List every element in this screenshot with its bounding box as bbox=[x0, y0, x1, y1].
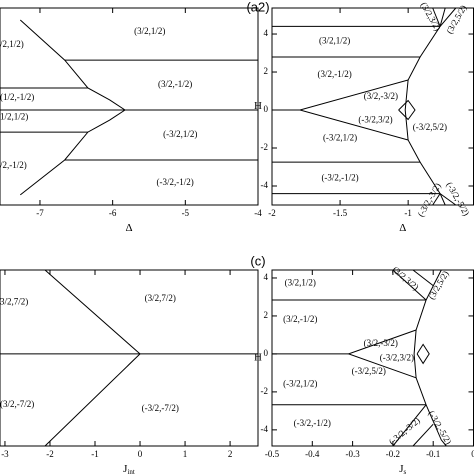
x-tick-label: -2 bbox=[46, 449, 54, 459]
panel: -7 -6 -5 -4 Δ/2,1/2) (1/2,-1/2) 1/2,1/2) /2,-1/… bbox=[0, 7, 262, 234]
y-axis-label: H bbox=[254, 100, 262, 112]
x-axis-label: Δ bbox=[399, 222, 406, 234]
y-tick-label: 0 bbox=[264, 348, 269, 358]
region-label: (3/2,7/2) bbox=[145, 293, 176, 303]
x-axis-label-main: Δ bbox=[125, 222, 132, 234]
region-label: (-3/2,3/2) bbox=[380, 353, 414, 363]
phase-boundary bbox=[432, 7, 441, 27]
phase-boundary bbox=[412, 423, 434, 447]
region-label: (-3/2,-1/2) bbox=[294, 418, 331, 428]
x-tick-label: 2 bbox=[228, 449, 233, 459]
region-label: (-3/2,5/2) bbox=[413, 122, 447, 132]
region-label: (3/2,-1/2) bbox=[283, 314, 317, 324]
phase-boundary bbox=[392, 404, 427, 447]
y-axis-label: H bbox=[254, 352, 262, 364]
phase-boundary bbox=[398, 99, 416, 121]
region-label: (3/2,3/2) bbox=[390, 264, 420, 292]
y-tick-label: 2 bbox=[264, 66, 269, 76]
phase-boundary bbox=[439, 193, 457, 206]
x-tick-label: -0.1 bbox=[426, 449, 440, 459]
x-tick-label: 1 bbox=[183, 449, 188, 459]
x-axis-label-main: Δ bbox=[399, 222, 406, 234]
x-axis-label: Jint bbox=[123, 463, 135, 474]
region-label: (-3/2,5/2) bbox=[352, 366, 386, 376]
x-tick-label: 0 bbox=[138, 449, 143, 459]
region-label: (3/2,-3/2) bbox=[364, 338, 398, 348]
y-tick-label: 4 bbox=[264, 272, 269, 282]
y-tick-label: -4 bbox=[261, 424, 269, 434]
y-tick-label: -2 bbox=[261, 142, 269, 152]
x-tick-label: -1.5 bbox=[333, 208, 348, 218]
region-label: (-3/2,1/2) bbox=[283, 378, 317, 388]
phase-boundary bbox=[432, 193, 441, 206]
x-tick-label: 0 bbox=[471, 449, 474, 459]
x-tick-label: -5 bbox=[182, 208, 190, 218]
phase-boundary bbox=[392, 269, 427, 301]
phase-boundary bbox=[298, 79, 409, 141]
x-axis-label-sub: int bbox=[127, 468, 134, 474]
y-tick-label: -4 bbox=[261, 180, 269, 190]
x-tick-label: -7 bbox=[36, 208, 44, 218]
panel-title: (c) bbox=[250, 253, 265, 268]
region-label: (3/2,-7/2) bbox=[0, 399, 34, 409]
region-label: (3/2,-1/2) bbox=[158, 79, 192, 89]
x-tick-label: -0.3 bbox=[345, 449, 360, 459]
x-tick-label: -0.4 bbox=[305, 449, 320, 459]
x-tick-label: -1 bbox=[404, 208, 412, 218]
plot-frame bbox=[0, 7, 259, 206]
phase-boundary bbox=[416, 343, 430, 365]
region-label: (-3/2,1/2) bbox=[323, 133, 357, 143]
x-axis-label-main: J bbox=[123, 463, 128, 474]
x-axis-label: Js bbox=[399, 463, 406, 474]
panel: -0.5 -0.4 -0.3 -0.2 -0.1 0 -4 -2 0 2 4 Js H (c) (3/2,1… bbox=[250, 253, 474, 474]
phase-boundary bbox=[19, 19, 126, 196]
region-label: (3/2,1/2) bbox=[134, 26, 165, 36]
region-label: (3/2,-1/2) bbox=[318, 69, 352, 79]
region-label: (-3/2,-7/2) bbox=[142, 403, 179, 413]
region-label: (-3/2,-5/2) bbox=[444, 180, 471, 217]
region-label: /2,-1/2) bbox=[0, 160, 27, 170]
y-tick-label: 2 bbox=[264, 310, 269, 320]
x-tick-label: -0.2 bbox=[386, 449, 400, 459]
panel: -3 -2 -1 0 1 2 Jint 3/2,7/2) (3/2,7/2) (3/2,-7/2)… bbox=[0, 269, 259, 474]
y-tick-label: 0 bbox=[264, 104, 269, 114]
region-label: (3/2,3/2) bbox=[419, 0, 443, 32]
plot-frame bbox=[271, 7, 474, 206]
region-label: (-3/2,-1/2) bbox=[321, 172, 358, 182]
region-label: 1/2,1/2) bbox=[0, 112, 28, 122]
region-label: (-3/2,-1/2) bbox=[157, 177, 194, 187]
panel: -2 -1.5 -1 -4 -2 0 2 4 Δ H (a2) (3/2,1/2) (3/2,-1/2)… bbox=[246, 0, 474, 234]
region-label: (3/2,5/2) bbox=[426, 269, 450, 301]
x-axis-label-main: J bbox=[399, 463, 404, 474]
y-tick-label: 4 bbox=[264, 28, 269, 38]
x-axis-label-sub: s bbox=[404, 468, 407, 474]
x-axis-label: Δ bbox=[125, 222, 132, 234]
region-label: 3/2,7/2) bbox=[0, 297, 28, 307]
region-label: (3/2,1/2) bbox=[319, 36, 350, 46]
phase-boundary bbox=[413, 269, 447, 447]
phase-boundary bbox=[404, 7, 446, 206]
region-label: (3/2,-3/2) bbox=[364, 91, 398, 101]
region-label: /2,1/2) bbox=[0, 39, 24, 49]
phase-boundary bbox=[44, 269, 141, 447]
region-label: (1/2,-1/2) bbox=[0, 92, 34, 102]
region-label: (-3/2,3/2) bbox=[358, 115, 392, 125]
phase-boundary bbox=[347, 329, 417, 379]
region-label: (3/2,1/2) bbox=[285, 278, 316, 288]
panel-title: (a2) bbox=[246, 0, 269, 14]
y-tick-label: -2 bbox=[261, 386, 269, 396]
x-tick-label: -4 bbox=[254, 208, 262, 218]
plot-frame bbox=[0, 269, 259, 447]
phase-boundary bbox=[439, 7, 457, 27]
x-tick-label: -0.5 bbox=[265, 449, 280, 459]
phase-boundary bbox=[412, 269, 434, 286]
x-tick-label: -1 bbox=[91, 449, 99, 459]
x-tick-label: -3 bbox=[1, 449, 9, 459]
x-tick-label: -6 bbox=[109, 208, 117, 218]
region-label: (-3/2,-3/2) bbox=[415, 181, 442, 218]
region-label: (-3/2,1/2) bbox=[163, 129, 197, 139]
x-tick-label: -2 bbox=[268, 208, 276, 218]
